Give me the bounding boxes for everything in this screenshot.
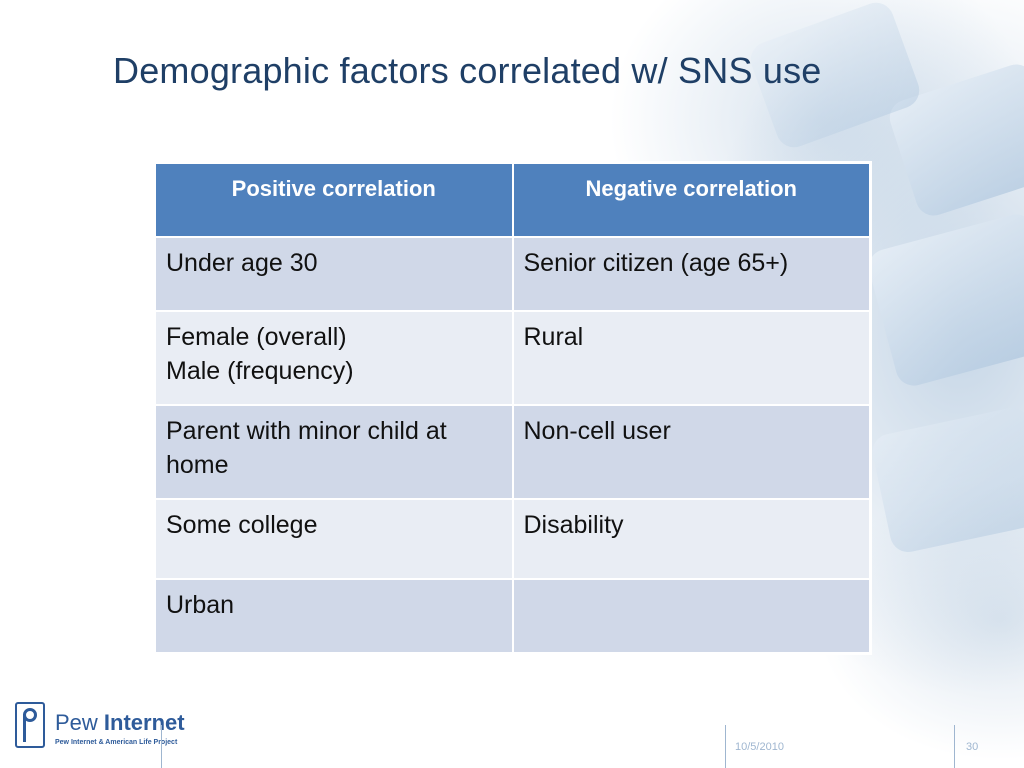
pew-internet-logo: Pew Internet Pew Internet & American Lif… [15,700,195,752]
slide-title: Demographic factors correlated w/ SNS us… [113,50,822,91]
table-cell-positive: Parent with minor child at home [154,404,514,500]
table-row: Some college Disability [154,498,871,580]
slide-page-number: 30 [966,741,979,753]
table-row: Under age 30 Senior citizen (age 65+) [154,236,871,312]
correlation-table: Positive correlation Negative correlatio… [154,162,871,654]
table-cell-negative: Disability [511,498,871,580]
table-row: Urban [154,578,871,654]
footer-divider [161,725,162,768]
pew-logo-icon [15,702,45,748]
header-negative-correlation: Negative correlation [511,162,871,238]
keyboard-key-decoration [864,210,1024,390]
logo-name: Pew Internet [55,710,185,735]
header-positive-correlation: Positive correlation [154,162,514,238]
table-cell-positive: Some college [154,498,514,580]
slide-date: 10/5/2010 [735,741,784,753]
logo-subtitle: Pew Internet & American Life Project [55,739,178,746]
table-row: Parent with minor child at home Non-cell… [154,404,871,500]
table-cell-positive: Female (overall) Male (frequency) [154,310,514,406]
footer-divider [954,725,955,768]
table-cell-negative: Non-cell user [511,404,871,500]
table-cell-negative [511,578,871,654]
table-row: Female (overall) Male (frequency) Rural [154,310,871,406]
table-cell-positive: Under age 30 [154,236,514,312]
table-cell-negative: Senior citizen (age 65+) [511,236,871,312]
table-cell-negative: Rural [511,310,871,406]
footer-divider [725,725,726,768]
table-header-row: Positive correlation Negative correlatio… [154,162,871,238]
keyboard-key-decoration [869,404,1024,556]
table-cell-positive: Urban [154,578,514,654]
